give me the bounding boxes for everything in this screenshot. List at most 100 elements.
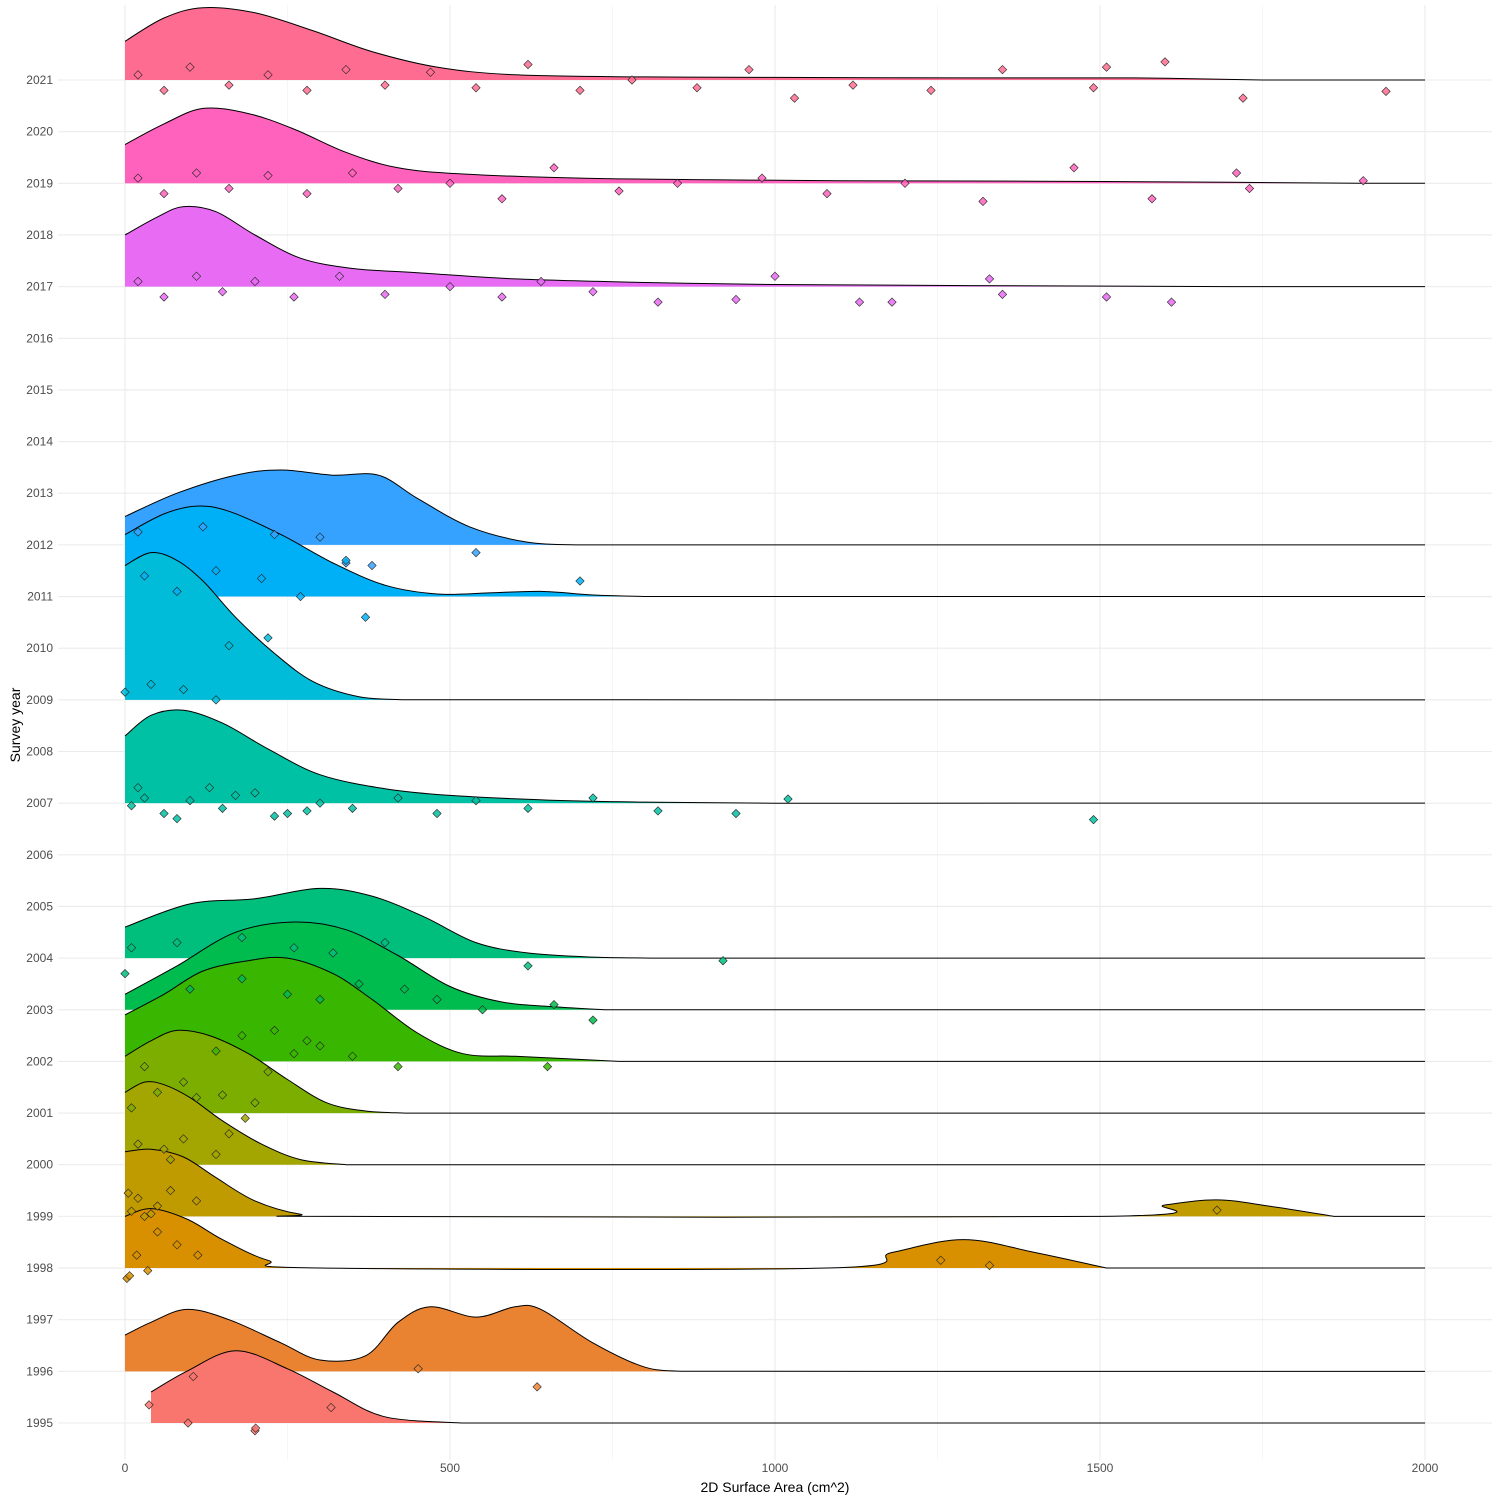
data-point-2019 bbox=[159, 189, 169, 199]
data-point-2007 bbox=[139, 793, 150, 803]
data-point-2012 bbox=[269, 529, 280, 540]
data-point-2011 bbox=[575, 576, 585, 586]
data-point-2004 bbox=[523, 961, 533, 971]
ridge-2009 bbox=[124, 552, 1426, 701]
data-point-2011 bbox=[172, 586, 182, 596]
x-tick-label: 500 bbox=[440, 1461, 460, 1475]
data-point-1995 bbox=[188, 1371, 198, 1382]
ridge-outline-1996 bbox=[124, 1304, 1426, 1372]
data-point-2021 bbox=[263, 70, 273, 80]
data-point-1999 bbox=[191, 1196, 202, 1206]
data-point-2021 bbox=[575, 85, 585, 95]
data-point-2002 bbox=[211, 1046, 221, 1056]
ridge-fill-2007 bbox=[125, 709, 775, 804]
data-point-2012 bbox=[198, 522, 208, 532]
ridge-2007 bbox=[124, 709, 1426, 804]
data-point-2011 bbox=[341, 555, 351, 566]
data-point-2021 bbox=[627, 75, 637, 85]
ridge-outline-2011 bbox=[124, 505, 1426, 598]
data-point-2007 bbox=[159, 808, 169, 819]
data-point-2017 bbox=[588, 287, 598, 297]
x-tick-label: 2000 bbox=[1412, 1461, 1439, 1475]
ridge-outline-2021 bbox=[124, 7, 1425, 81]
data-point-2003 bbox=[399, 984, 410, 994]
y-tick-label: 2021 bbox=[26, 73, 53, 87]
data-point-2002 bbox=[542, 1061, 553, 1072]
y-tick-label: 2013 bbox=[26, 486, 53, 500]
data-point-2004 bbox=[120, 968, 130, 979]
data-point-2019 bbox=[978, 196, 988, 207]
y-tick-label: 2000 bbox=[26, 1158, 53, 1172]
data-point-2017 bbox=[334, 271, 345, 281]
data-point-2001 bbox=[191, 1092, 202, 1103]
ridge-fill-2000 bbox=[125, 1081, 346, 1165]
data-point-2017 bbox=[997, 289, 1008, 299]
data-point-2021 bbox=[1160, 57, 1170, 67]
data-point-2002 bbox=[393, 1061, 403, 1072]
data-point-2017 bbox=[217, 287, 228, 297]
data-point-2011 bbox=[360, 612, 371, 622]
data-point-2021 bbox=[185, 62, 195, 72]
data-point-2002 bbox=[237, 1030, 247, 1041]
data-point-2021 bbox=[1381, 86, 1391, 96]
data-point-2021 bbox=[159, 85, 169, 95]
data-point-2000 bbox=[165, 1154, 176, 1165]
data-point-2019 bbox=[224, 183, 234, 194]
data-point-2011 bbox=[139, 571, 150, 581]
data-point-1998 bbox=[936, 1255, 946, 1265]
data-point-2011 bbox=[295, 591, 306, 602]
data-point-2019 bbox=[1244, 183, 1255, 194]
data-point-2002 bbox=[347, 1051, 358, 1061]
data-point-2019 bbox=[191, 168, 202, 178]
data-point-2003 bbox=[549, 999, 559, 1010]
y-tick-label: 2003 bbox=[26, 1003, 53, 1017]
data-point-2002 bbox=[315, 1041, 325, 1051]
data-point-2007 bbox=[315, 798, 325, 808]
data-point-2002 bbox=[289, 1049, 299, 1059]
data-point-2021 bbox=[848, 80, 858, 90]
data-point-2021 bbox=[471, 83, 481, 93]
y-tick-label: 1996 bbox=[26, 1364, 53, 1378]
ridge-fill-1995 bbox=[151, 1350, 463, 1423]
data-point-2003 bbox=[282, 989, 293, 999]
data-point-2012 bbox=[315, 532, 325, 542]
data-point-2021 bbox=[744, 65, 754, 75]
data-point-2007 bbox=[126, 801, 137, 811]
data-point-2007 bbox=[783, 794, 793, 804]
y-tick-label: 2009 bbox=[26, 693, 53, 707]
data-point-2019 bbox=[549, 163, 559, 173]
data-point-2021 bbox=[1101, 62, 1112, 72]
data-point-2004 bbox=[380, 937, 390, 948]
data-point-2000 bbox=[211, 1149, 221, 1160]
data-point-2007 bbox=[185, 795, 195, 806]
data-point-2019 bbox=[1231, 168, 1242, 178]
data-point-1996 bbox=[532, 1382, 542, 1392]
ridge-outline-1995 bbox=[150, 1350, 1425, 1424]
density-ridges bbox=[124, 7, 1426, 1424]
data-point-2001 bbox=[217, 1090, 228, 1100]
data-point-2007 bbox=[393, 793, 403, 803]
ridge-outline-2003 bbox=[124, 921, 1426, 1011]
data-point-2003 bbox=[477, 1005, 488, 1015]
data-point-2004 bbox=[289, 943, 299, 953]
data-point-2000 bbox=[224, 1129, 234, 1139]
y-tick-label: 2002 bbox=[26, 1054, 53, 1068]
data-point-2019 bbox=[1069, 163, 1079, 173]
data-point-2017 bbox=[191, 271, 202, 281]
data-point-2019 bbox=[822, 189, 832, 199]
data-point-1998 bbox=[132, 1250, 142, 1260]
data-point-2021 bbox=[133, 70, 143, 80]
data-point-1999 bbox=[152, 1201, 163, 1211]
data-point-2021 bbox=[341, 65, 351, 75]
data-point-2011 bbox=[256, 573, 267, 584]
data-point-1998 bbox=[193, 1250, 203, 1260]
data-point-1999 bbox=[146, 1209, 156, 1219]
ridge-2021 bbox=[124, 7, 1425, 81]
data-point-2019 bbox=[347, 168, 358, 178]
y-tick-label: 2008 bbox=[26, 745, 53, 759]
data-point-2019 bbox=[133, 173, 143, 183]
grid-lines bbox=[58, 5, 1492, 1460]
data-point-2021 bbox=[224, 80, 234, 90]
y-tick-label: 2018 bbox=[26, 228, 53, 242]
